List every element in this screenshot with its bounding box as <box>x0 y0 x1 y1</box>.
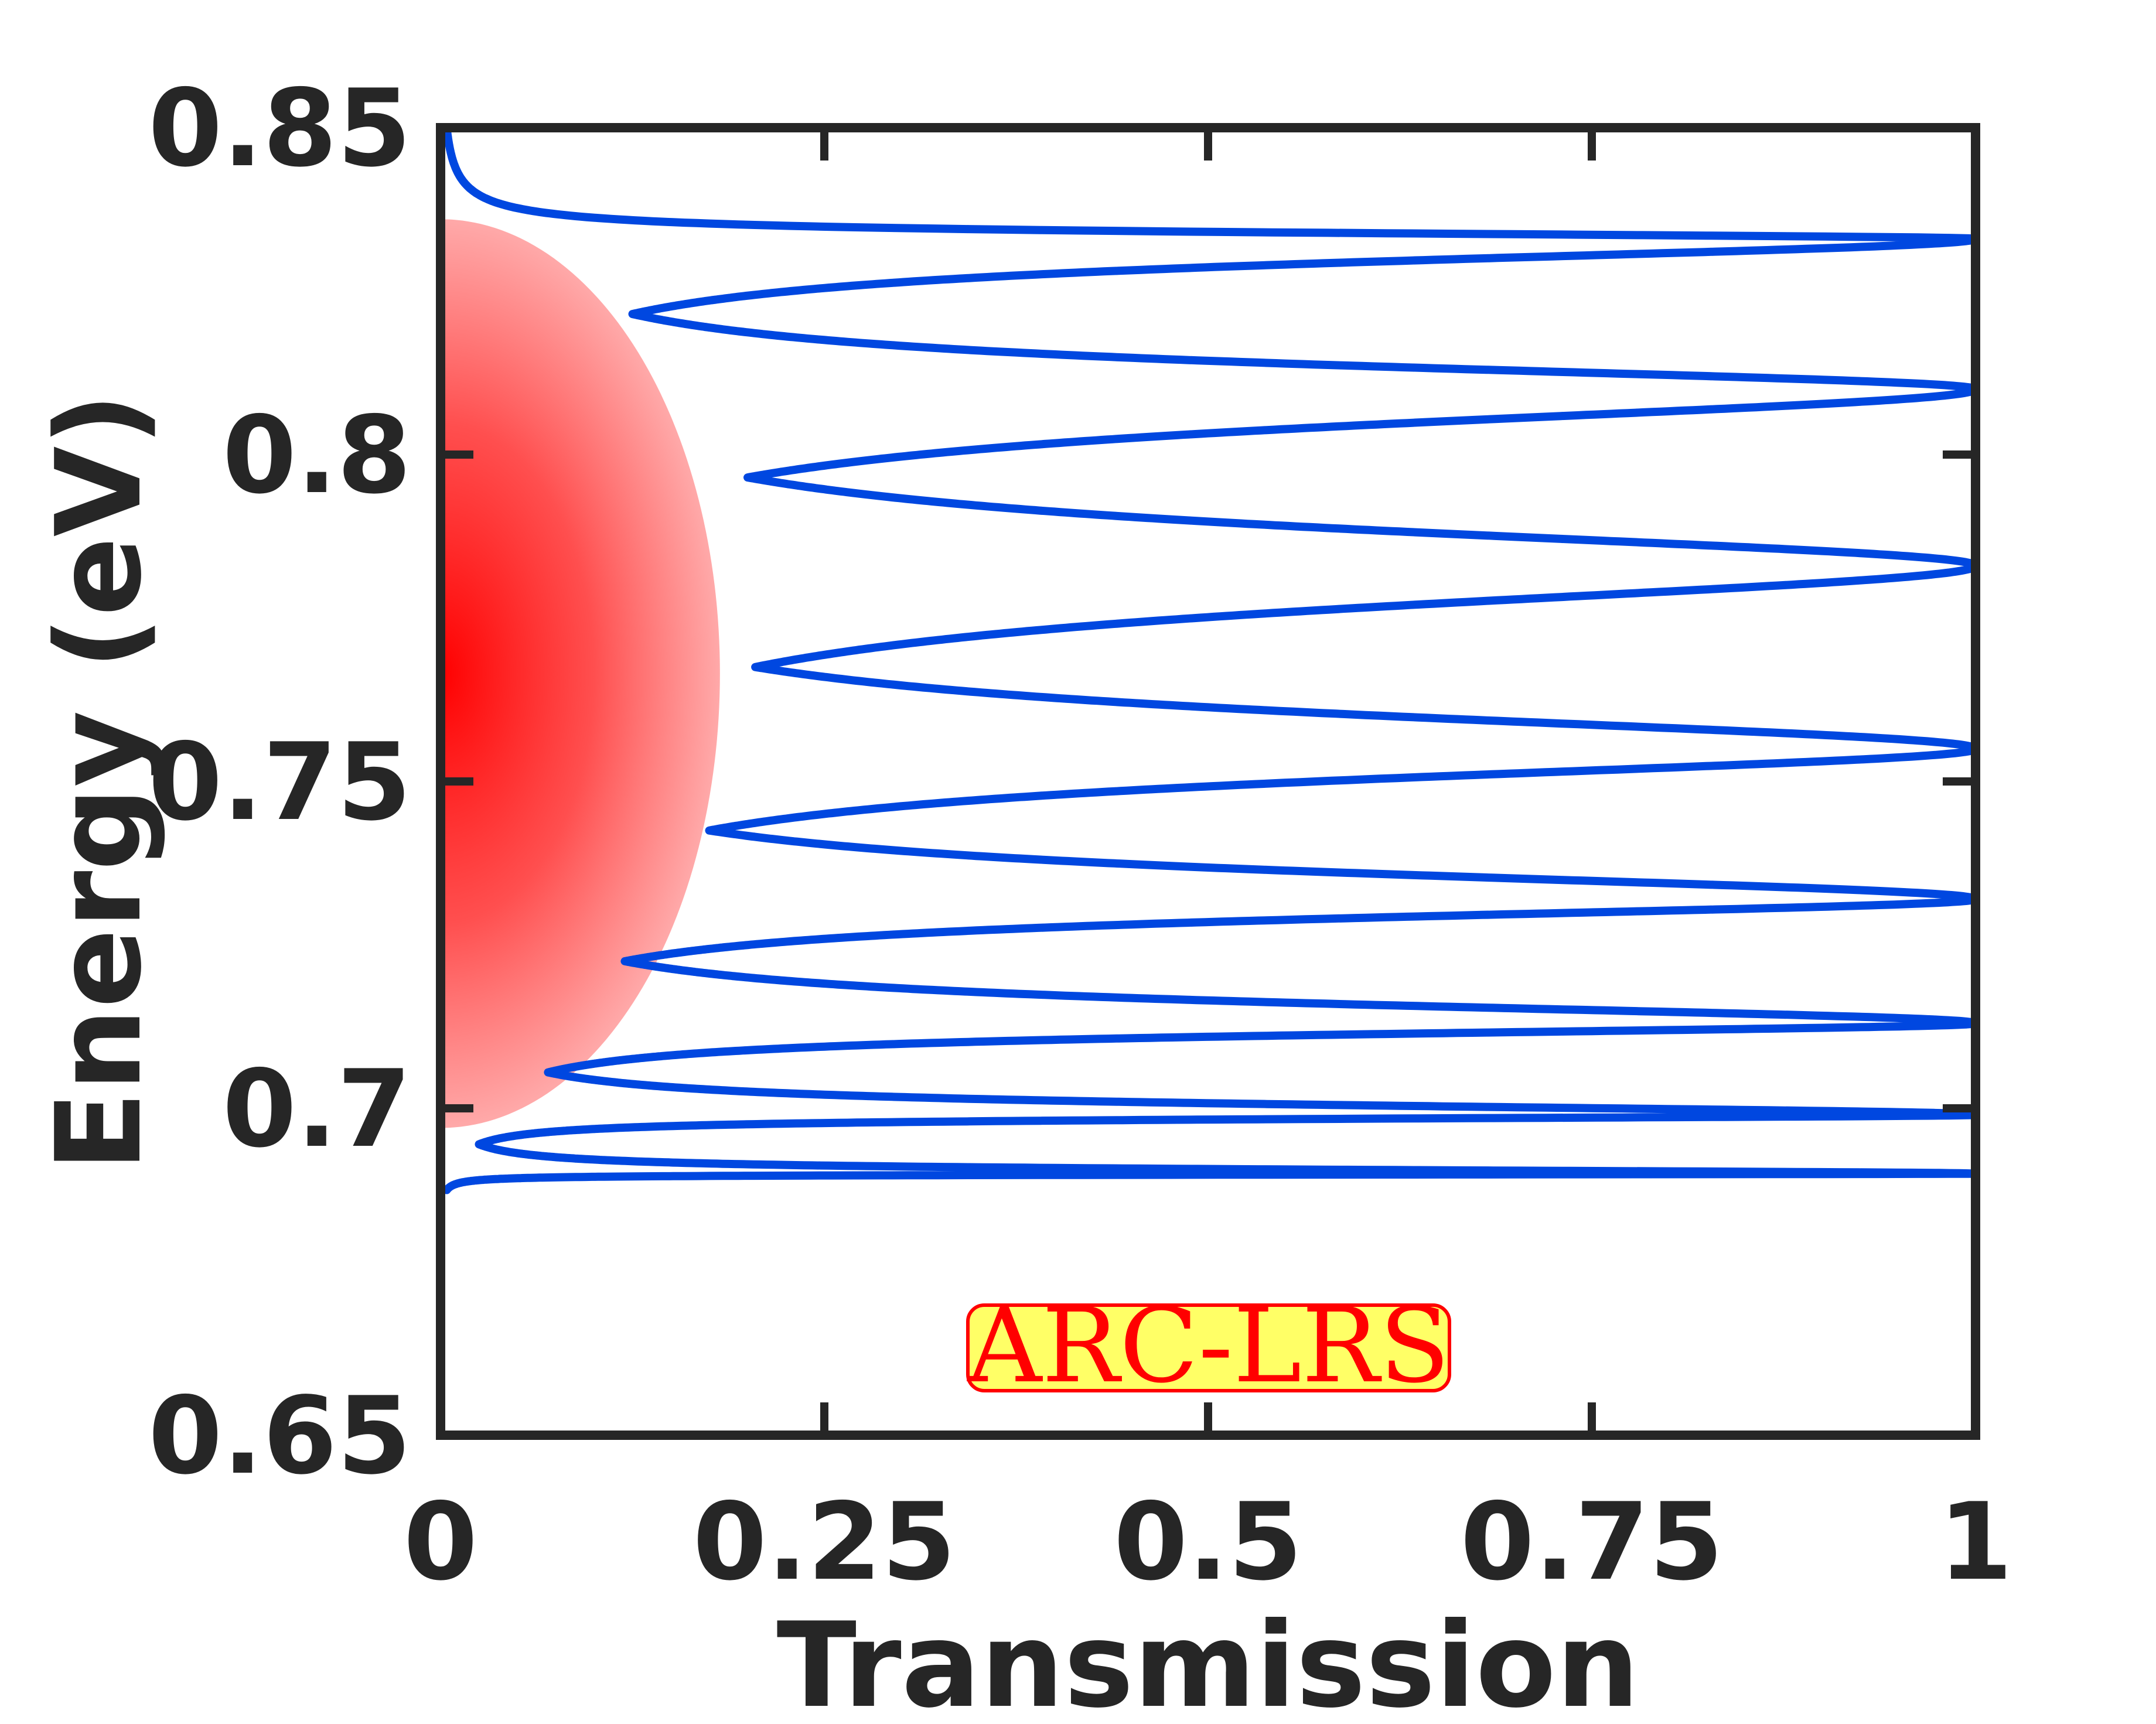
x-tick-label-3: 0.75 <box>1460 1480 1723 1604</box>
shaded-ellipse <box>441 219 720 1128</box>
transmission-curve <box>442 128 1976 1194</box>
y-tick-label-4: 0.85 <box>148 66 411 190</box>
x-tick-label-4: 1 <box>1939 1480 2013 1604</box>
shaded-region-layer <box>441 219 720 1128</box>
y-tick-label-1: 0.7 <box>223 1047 411 1171</box>
annotation-box: ARC-LRS <box>966 1286 1451 1406</box>
ticks-layer <box>436 124 1980 1439</box>
y-tick-label-3: 0.8 <box>223 393 411 517</box>
y-tick-label-2: 0.75 <box>148 720 411 844</box>
annotation-label: ARC-LRS <box>966 1286 1450 1406</box>
x-tick-label-0: 0 <box>404 1480 478 1604</box>
x-tick-label-2: 0.5 <box>1114 1480 1302 1604</box>
curve-layer <box>442 128 1976 1194</box>
tick-labels-layer: 0 0.25 0.5 0.75 1 0.65 0.7 0.75 0.8 0.85 <box>148 66 2012 1604</box>
y-axis-label: Energy (eV) <box>31 392 168 1172</box>
x-axis-label: Transmission <box>777 1597 1640 1724</box>
x-tick-label-1: 0.25 <box>692 1480 956 1604</box>
annotation-background <box>966 1303 1451 1392</box>
y-tick-label-0: 0.65 <box>148 1374 411 1498</box>
